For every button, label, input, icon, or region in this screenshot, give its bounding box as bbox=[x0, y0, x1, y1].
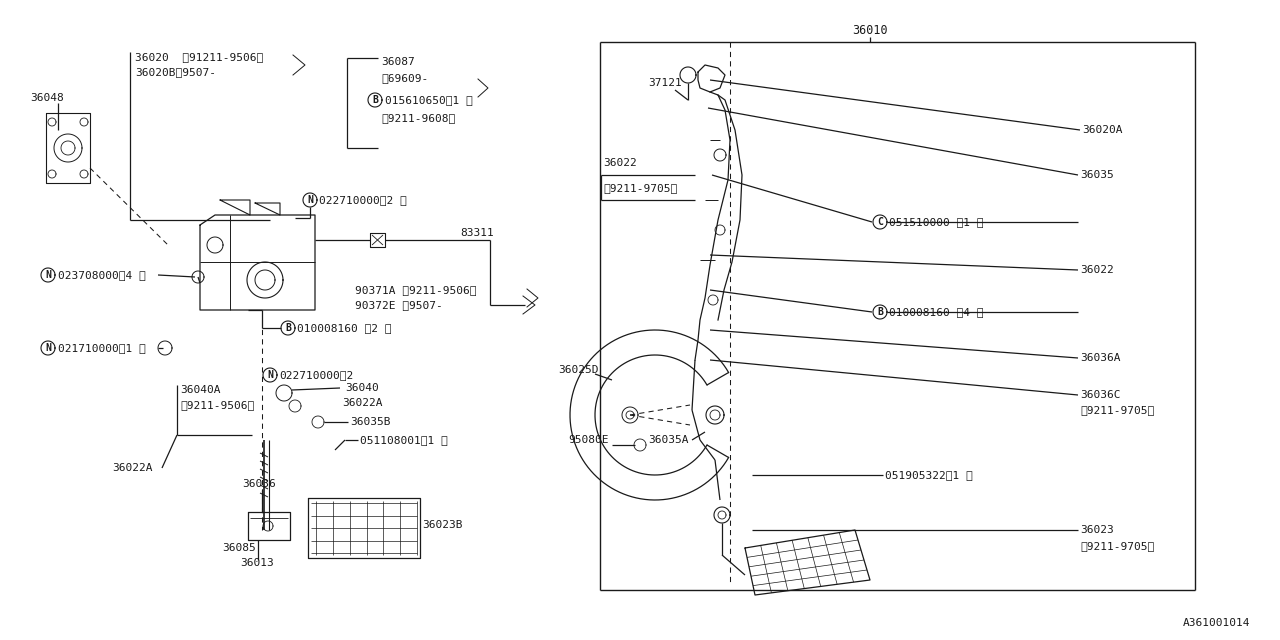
Text: 051905322を1 ん: 051905322を1 ん bbox=[884, 470, 973, 480]
Text: A361001014: A361001014 bbox=[1183, 618, 1251, 628]
Text: N: N bbox=[268, 370, 273, 380]
Text: 36036: 36036 bbox=[242, 479, 275, 489]
Text: 36020  を91211-9506ん: 36020 を91211-9506ん bbox=[134, 52, 264, 62]
Text: 051108001を1 ん: 051108001を1 ん bbox=[360, 435, 448, 445]
Text: 90372E を9507-: 90372E を9507- bbox=[355, 300, 443, 310]
Polygon shape bbox=[41, 268, 55, 282]
Text: N: N bbox=[45, 343, 51, 353]
Text: 36023B: 36023B bbox=[422, 520, 462, 530]
Text: 022710000を2 ん: 022710000を2 ん bbox=[319, 195, 407, 205]
Polygon shape bbox=[369, 93, 381, 107]
Text: 36022: 36022 bbox=[1080, 265, 1114, 275]
Polygon shape bbox=[41, 341, 55, 355]
Text: 010008160 を2 ん: 010008160 を2 ん bbox=[297, 323, 392, 333]
Text: 36020Bを9507-: 36020Bを9507- bbox=[134, 67, 216, 77]
Text: を9211-9705ん: を9211-9705ん bbox=[1080, 405, 1155, 415]
Text: 36010: 36010 bbox=[852, 24, 888, 36]
Text: N: N bbox=[307, 195, 312, 205]
Text: 36036C: 36036C bbox=[1080, 390, 1120, 400]
Text: 015610650を1 ん: 015610650を1 ん bbox=[385, 95, 472, 105]
Text: 36020A: 36020A bbox=[1082, 125, 1123, 135]
Text: B: B bbox=[877, 307, 883, 317]
Text: 36036A: 36036A bbox=[1080, 353, 1120, 363]
Text: を9211-9506ん: を9211-9506ん bbox=[180, 400, 255, 410]
Text: 95080E: 95080E bbox=[568, 435, 608, 445]
Text: 36022: 36022 bbox=[603, 158, 636, 168]
Polygon shape bbox=[873, 215, 887, 229]
Text: 36087: 36087 bbox=[381, 57, 415, 67]
Polygon shape bbox=[303, 193, 317, 207]
Text: 36040: 36040 bbox=[346, 383, 379, 393]
Text: 36035: 36035 bbox=[1080, 170, 1114, 180]
Text: 023708000を4 ん: 023708000を4 ん bbox=[58, 270, 146, 280]
Polygon shape bbox=[262, 368, 276, 382]
Text: 36022A: 36022A bbox=[113, 463, 152, 473]
Text: を9211-9705ん: を9211-9705ん bbox=[603, 183, 677, 193]
Text: 36035B: 36035B bbox=[349, 417, 390, 427]
Text: 36023: 36023 bbox=[1080, 525, 1114, 535]
Text: N: N bbox=[45, 270, 51, 280]
Text: 36025D: 36025D bbox=[558, 365, 599, 375]
Polygon shape bbox=[873, 305, 887, 319]
Text: 36048: 36048 bbox=[29, 93, 64, 103]
Text: B: B bbox=[372, 95, 378, 105]
Text: B: B bbox=[285, 323, 291, 333]
Polygon shape bbox=[282, 321, 294, 335]
Text: 36022A: 36022A bbox=[342, 398, 383, 408]
Text: 36085: 36085 bbox=[221, 543, 256, 553]
Text: C: C bbox=[877, 217, 883, 227]
Text: 36035A: 36035A bbox=[648, 435, 689, 445]
Text: 010008160 を4 ん: 010008160 を4 ん bbox=[890, 307, 983, 317]
Text: を69609-: を69609- bbox=[381, 73, 429, 83]
Text: 90371A を9211-9506ん: 90371A を9211-9506ん bbox=[355, 285, 476, 295]
Text: 83311: 83311 bbox=[460, 228, 494, 238]
Text: 37121: 37121 bbox=[648, 78, 682, 88]
Text: を9211-9608ん: を9211-9608ん bbox=[381, 113, 456, 123]
Text: 36013: 36013 bbox=[241, 558, 274, 568]
Text: 36040A: 36040A bbox=[180, 385, 220, 395]
Text: を9211-9705ん: を9211-9705ん bbox=[1080, 541, 1155, 551]
Text: 051510000 を1 ん: 051510000 を1 ん bbox=[890, 217, 983, 227]
Text: 022710000を2: 022710000を2 bbox=[279, 370, 353, 380]
Text: 021710000を1 ん: 021710000を1 ん bbox=[58, 343, 146, 353]
